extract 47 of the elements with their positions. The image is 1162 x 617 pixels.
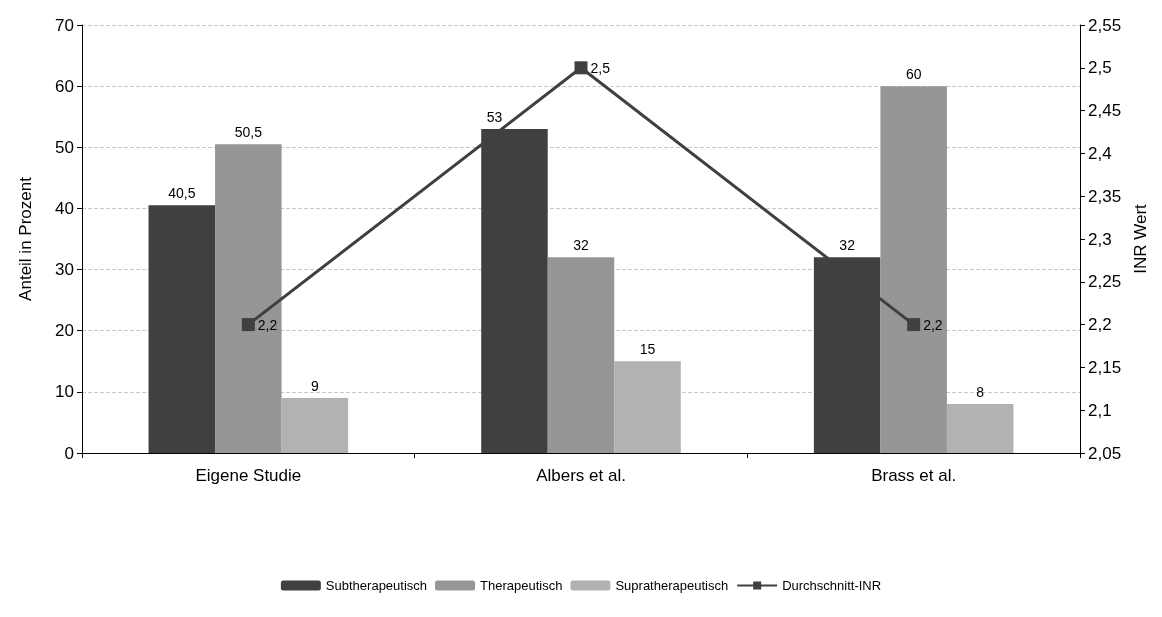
y2-tick-label: 2,45 bbox=[1088, 101, 1122, 121]
legend-label: Durchschnitt-INR bbox=[782, 578, 882, 593]
bar bbox=[614, 361, 681, 453]
y2-tick-label: 2,3 bbox=[1088, 229, 1112, 249]
legend-label: Subtherapeutisch bbox=[325, 578, 428, 593]
bar bbox=[946, 404, 1014, 453]
y2-axis-title: INR Wert bbox=[1130, 203, 1150, 274]
bar bbox=[547, 257, 615, 453]
y2-tick-label: 2,55 bbox=[1088, 15, 1122, 35]
y2-tick-label: 2,2 bbox=[1088, 315, 1112, 335]
data-label: 2,2 bbox=[923, 316, 943, 333]
data-label: 32 bbox=[839, 237, 856, 254]
y-tick-label: 40 bbox=[55, 198, 74, 218]
data-label: 53 bbox=[486, 108, 503, 125]
data-label: 60 bbox=[905, 66, 922, 83]
y2-tick-label: 2,4 bbox=[1088, 143, 1112, 163]
y-tick-label: 50 bbox=[55, 137, 74, 157]
data-label: 2,5 bbox=[590, 59, 611, 76]
x-tick-label: Brass et al. bbox=[871, 466, 957, 485]
y-tick-label: 30 bbox=[55, 260, 74, 280]
y-tick-label: 10 bbox=[55, 382, 74, 402]
data-label: 8 bbox=[976, 384, 985, 401]
data-label: 32 bbox=[573, 237, 589, 254]
data-label: 50,5 bbox=[234, 124, 263, 141]
bar bbox=[281, 397, 349, 453]
bar bbox=[148, 205, 216, 453]
bar bbox=[215, 144, 282, 453]
y2-tick-label: 2,25 bbox=[1088, 272, 1122, 292]
bar bbox=[880, 86, 947, 453]
data-label: 15 bbox=[639, 341, 656, 358]
x-tick-label: Eigene Studie bbox=[195, 466, 302, 485]
y2-tick-label: 2,15 bbox=[1088, 357, 1122, 377]
legend-label: Supratherapeutisch bbox=[615, 578, 729, 593]
y-tick-label: 20 bbox=[55, 321, 74, 341]
y-axis-title: Anteil in Prozent bbox=[16, 176, 35, 301]
data-label: 9 bbox=[310, 377, 319, 394]
y-tick-label: 60 bbox=[55, 76, 74, 96]
data-label: 40,5 bbox=[168, 185, 196, 202]
y2-tick-label: 2,1 bbox=[1088, 400, 1112, 420]
legend-label: Therapeutisch bbox=[480, 578, 563, 593]
y2-tick-label: 2,35 bbox=[1088, 186, 1122, 206]
x-tick-label: Albers et al. bbox=[536, 466, 626, 485]
y-tick-label: 0 bbox=[64, 443, 74, 463]
data-label: 2,2 bbox=[257, 316, 278, 333]
y2-tick-label: 2,5 bbox=[1088, 58, 1112, 78]
y-tick-label: 70 bbox=[55, 15, 74, 35]
y2-tick-label: 2,05 bbox=[1088, 443, 1122, 463]
